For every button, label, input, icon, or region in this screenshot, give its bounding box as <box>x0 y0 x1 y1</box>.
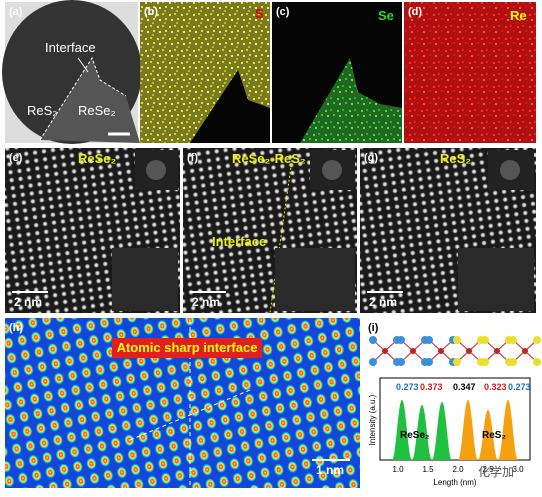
text: ReSe₂ <box>400 430 429 441</box>
label: (d) <box>408 6 422 18</box>
atom <box>397 336 405 344</box>
label: (a) <box>9 6 23 18</box>
atom <box>382 348 388 354</box>
atom <box>397 358 405 366</box>
atom <box>453 336 461 344</box>
text: Intensity (a.u.) <box>368 394 377 445</box>
text: Length (nm) <box>433 478 476 487</box>
panel-g: (g) ReS₂ 2 nm <box>360 148 536 313</box>
text: ReSe₂ <box>78 151 117 166</box>
label: (b) <box>144 6 158 18</box>
x-tick-label: 1.5 <box>422 465 434 474</box>
atom <box>533 358 541 366</box>
x-tick-label: 2.5 <box>482 465 494 474</box>
text: Re <box>510 8 527 23</box>
label: (i) <box>368 322 379 334</box>
atom <box>438 348 444 354</box>
x-tick-label: 3.0 <box>512 465 524 474</box>
text: 0.373 <box>420 382 443 392</box>
atom <box>466 348 472 354</box>
label: (e) <box>9 152 23 164</box>
panel-c: (c) Se <box>272 2 402 143</box>
atom <box>509 358 517 366</box>
panel-a: (a) Interface ReS₂ ReSe₂ <box>2 0 142 144</box>
text: 2 nm <box>14 295 42 309</box>
panel-h: Atomic sharp interface (h) 1 nm <box>5 318 360 488</box>
watermark: 化学加 <box>478 464 514 479</box>
label: (g) <box>364 152 378 164</box>
text: ReS₂ <box>440 151 471 166</box>
atom <box>522 348 528 354</box>
text: S <box>255 6 264 21</box>
panel-b: (b) S <box>140 2 270 143</box>
text: ReS₂ <box>27 103 57 118</box>
text: 1 nm <box>316 463 344 477</box>
text: ReSe₂-ReS₂ <box>232 151 306 166</box>
text: Se <box>378 8 394 23</box>
text: Interface <box>212 234 266 249</box>
label: (f) <box>187 152 198 164</box>
atom <box>369 336 377 344</box>
panel-d: (d) Re <box>404 2 536 143</box>
text: Interface <box>45 40 96 55</box>
text: ReS₂ <box>482 430 506 441</box>
atom <box>481 336 489 344</box>
atom <box>533 336 541 344</box>
text: 2 nm <box>192 295 220 309</box>
text: ReSe₂ <box>78 103 116 118</box>
text: 0.347 <box>453 382 476 392</box>
text: 0.273 <box>508 382 531 392</box>
atom <box>410 348 416 354</box>
panel-f: (f) ReSe₂-ReS₂ Interface 2 nm <box>183 148 357 314</box>
atom <box>369 358 377 366</box>
label: (c) <box>276 6 290 18</box>
text: Atomic sharp interface <box>117 340 258 355</box>
x-tick-label: 1.0 <box>392 465 404 474</box>
text: 2 nm <box>369 295 397 309</box>
panel-e: (e) ReSe₂ 2 nm <box>5 148 180 313</box>
atom <box>481 358 489 366</box>
text: 0.323 <box>484 382 507 392</box>
atom <box>494 348 500 354</box>
text: 0.273 <box>396 382 419 392</box>
panel-i: (i) 0.273 0.373 0.347 0.323 0.273 Intens… <box>364 318 541 488</box>
atom <box>425 336 433 344</box>
x-tick-label: 2.0 <box>452 465 464 474</box>
label: (h) <box>9 322 23 334</box>
atom <box>509 336 517 344</box>
atom <box>453 358 461 366</box>
atom <box>425 358 433 366</box>
